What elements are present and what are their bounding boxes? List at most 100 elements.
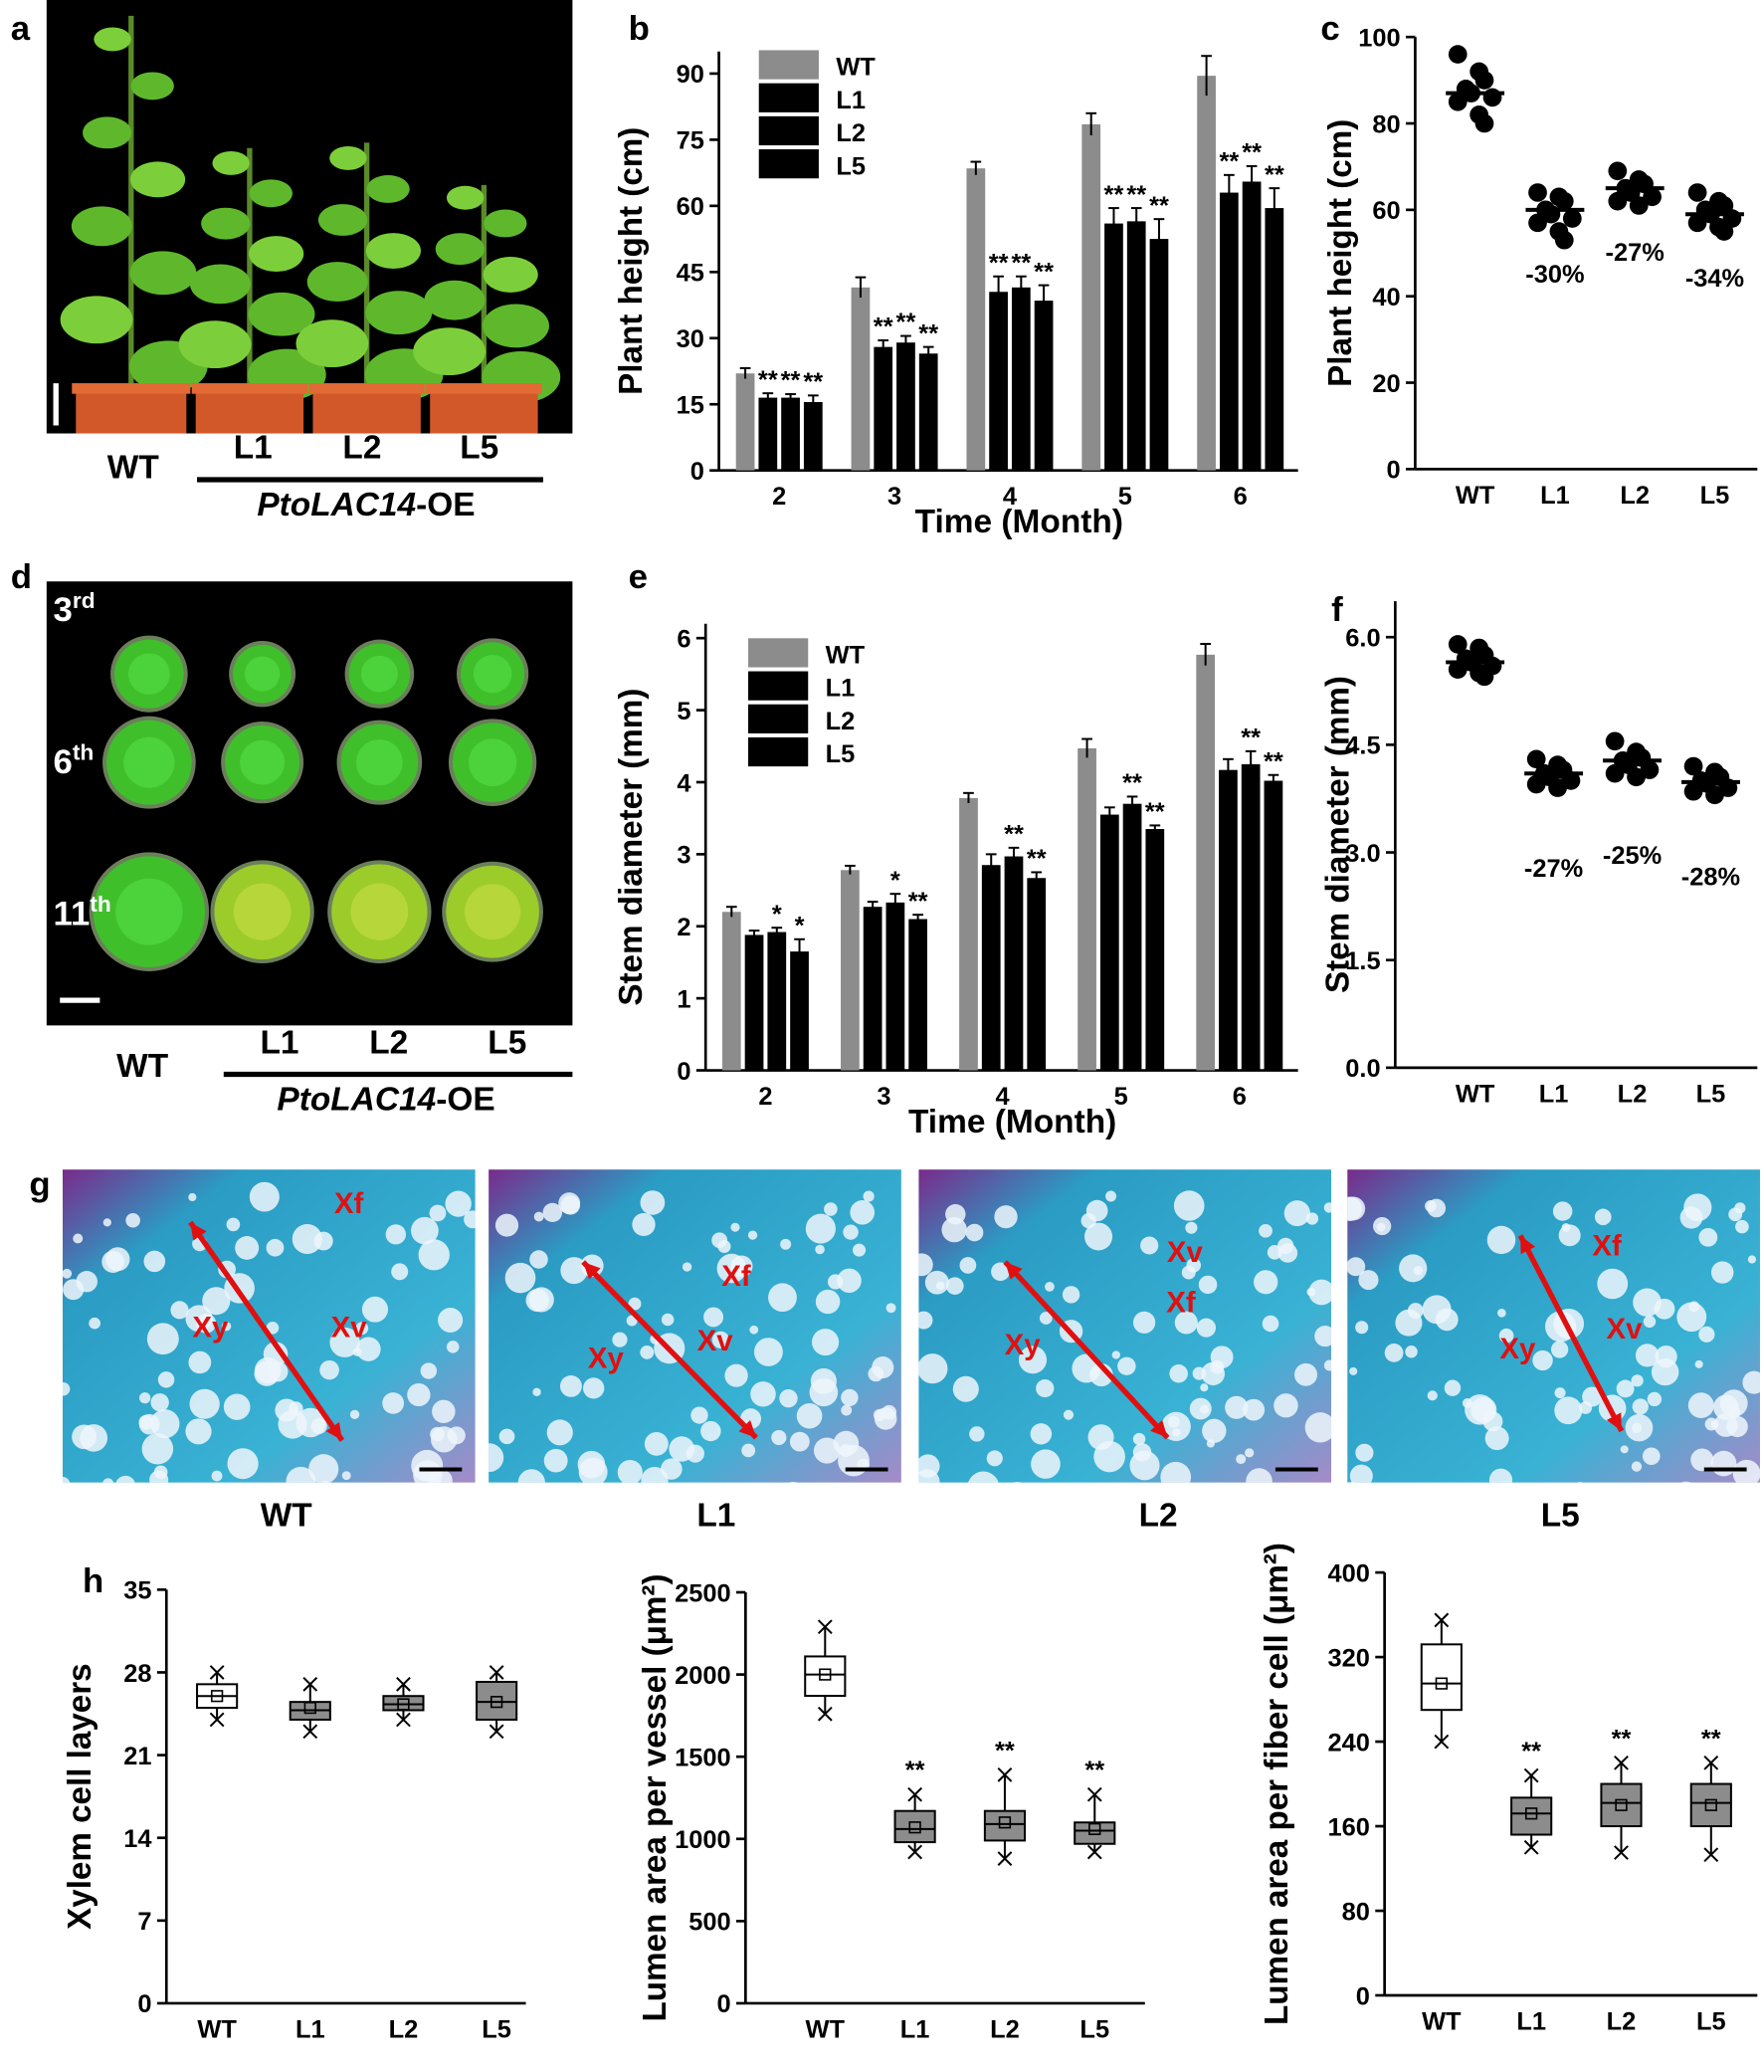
cell xyxy=(841,1488,856,1503)
cell xyxy=(1080,1213,1096,1229)
dot xyxy=(1687,183,1707,202)
bar xyxy=(989,292,1008,471)
gene-name: PtoLAC14 xyxy=(277,1081,436,1118)
cell xyxy=(196,1313,217,1334)
dot xyxy=(1554,230,1574,250)
cell xyxy=(295,1407,326,1438)
cell xyxy=(1676,1302,1707,1333)
pith xyxy=(465,884,521,940)
arrow xyxy=(1003,1260,1170,1440)
cell xyxy=(1484,1426,1509,1451)
cell xyxy=(1384,1344,1404,1362)
significance: ** xyxy=(1004,821,1024,849)
box xyxy=(476,1680,518,1721)
cell xyxy=(1083,1222,1113,1251)
cell xyxy=(1245,1448,1255,1458)
cell xyxy=(876,1490,884,1499)
cell xyxy=(1308,1279,1332,1306)
x-tick-label: 3 xyxy=(887,483,901,511)
cell xyxy=(981,1485,1010,1514)
y-tick-label: 1.5 xyxy=(1345,947,1380,975)
cell xyxy=(1647,1391,1663,1407)
extreme xyxy=(1523,1767,1539,1783)
leaf xyxy=(83,116,132,149)
cell xyxy=(361,1296,389,1323)
bar xyxy=(1027,878,1047,1071)
cell xyxy=(1643,1315,1657,1329)
cell xyxy=(1167,1415,1180,1428)
y-tick-label: 2000 xyxy=(675,1662,731,1690)
cell xyxy=(266,1321,280,1335)
cell xyxy=(254,1360,280,1386)
group-label: L2 xyxy=(342,430,381,467)
cell xyxy=(411,1216,439,1245)
mean xyxy=(1435,1677,1448,1690)
extreme xyxy=(1086,1844,1102,1860)
y-tick-label: 160 xyxy=(1328,1813,1370,1841)
leaf xyxy=(483,257,538,293)
cell xyxy=(1497,1308,1506,1318)
mean xyxy=(998,1816,1012,1829)
cell xyxy=(504,1262,536,1294)
cell xyxy=(185,1418,212,1445)
y-tick-label: 80 xyxy=(1342,1898,1370,1926)
cell xyxy=(1185,1221,1198,1234)
y-tick-label: 240 xyxy=(1328,1729,1370,1757)
cell xyxy=(1679,1206,1703,1229)
legend-label: WT xyxy=(836,54,876,82)
cell xyxy=(863,1190,875,1202)
dot xyxy=(1714,222,1734,241)
y-tick-label: 4 xyxy=(677,769,690,797)
micrograph-bg xyxy=(918,1169,1332,1483)
change-label: -34% xyxy=(1685,265,1744,293)
dot xyxy=(1687,213,1707,233)
tissue-label: Xy xyxy=(1499,1333,1536,1365)
leaf xyxy=(201,207,251,240)
legend-swatch xyxy=(748,736,809,767)
x-axis-title: Time (Month) xyxy=(915,504,1123,540)
y-tick-label: 500 xyxy=(688,1909,730,1937)
mean xyxy=(210,1690,224,1703)
change-label: -30% xyxy=(1525,261,1584,289)
cell xyxy=(824,1202,838,1216)
x-tick-label: WT xyxy=(197,2016,237,2044)
tissue-label: Xv xyxy=(1606,1313,1643,1346)
box xyxy=(893,1809,936,1844)
change-label: -25% xyxy=(1603,842,1662,870)
cell xyxy=(1031,1449,1061,1479)
dot xyxy=(1705,785,1724,805)
bar xyxy=(908,919,927,1071)
y-tick-label: 90 xyxy=(677,61,704,89)
extreme xyxy=(489,1724,504,1740)
cell xyxy=(489,1443,504,1473)
pot-rim xyxy=(426,383,542,394)
cell xyxy=(1063,1409,1075,1420)
cell xyxy=(1274,1393,1298,1418)
cell xyxy=(1620,1445,1629,1454)
box xyxy=(804,1655,847,1698)
cell xyxy=(292,1224,322,1255)
cell xyxy=(1349,1464,1373,1483)
cell xyxy=(1642,1447,1661,1466)
bar xyxy=(790,951,809,1071)
cell xyxy=(542,1202,563,1223)
cell xyxy=(329,1327,360,1357)
cell xyxy=(1358,1270,1379,1291)
cell xyxy=(1373,1216,1392,1236)
cell xyxy=(382,1392,405,1414)
cell xyxy=(1304,1412,1332,1443)
cell xyxy=(533,1211,544,1222)
cell xyxy=(1355,1321,1369,1335)
leaf xyxy=(306,262,368,302)
cell xyxy=(1616,1379,1635,1398)
cell xyxy=(768,1283,797,1313)
y-tick-label: 80 xyxy=(1372,110,1400,138)
dot xyxy=(1605,731,1625,751)
x-tick-label: L2 xyxy=(990,2016,1020,2044)
micrograph xyxy=(1347,1169,1760,1483)
y-tick-label: 7 xyxy=(137,1908,151,1936)
extreme xyxy=(817,1619,833,1635)
image-caption: L2 xyxy=(1139,1498,1178,1535)
cell xyxy=(1498,1328,1514,1344)
